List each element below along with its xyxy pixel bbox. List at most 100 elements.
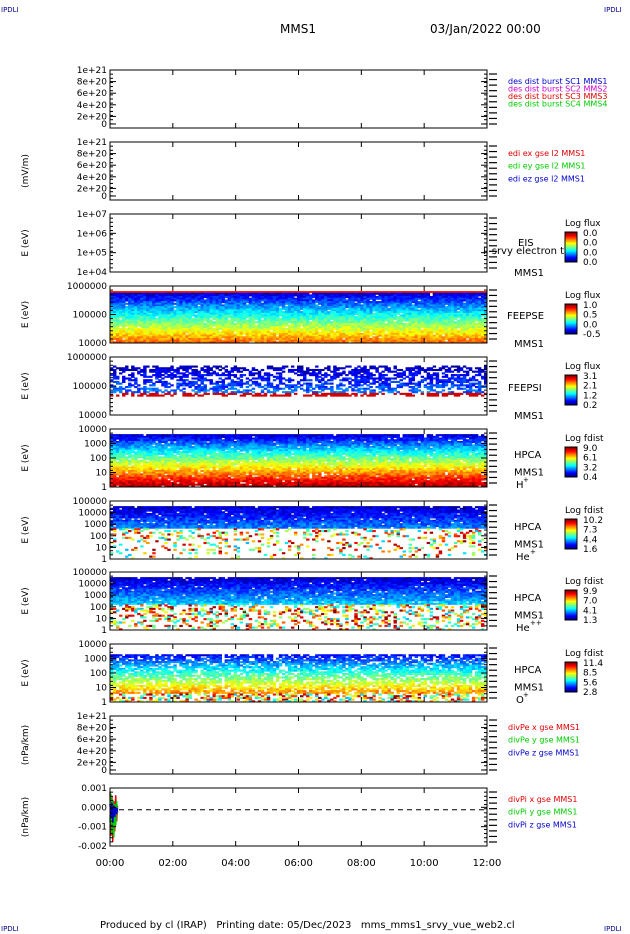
spectrogram-cell [474,341,479,344]
spectrogram-cell [191,299,195,302]
spectrogram-cell [414,294,419,297]
colorbar-segment [565,260,577,262]
spectrogram-cell [194,326,198,329]
spectrogram-cell [399,316,403,319]
spectrogram-cell [450,314,455,317]
spectrogram-cell [134,329,138,332]
spectrogram-cell [158,368,162,372]
spectrogram-cell [336,324,340,327]
spectrogram-cell [149,311,153,314]
spectrogram-cell [269,327,274,330]
spectrogram-cell [266,322,271,325]
spectrogram-cell [477,337,482,341]
spectrogram-cell [321,299,325,302]
spectrogram-cell [152,322,156,325]
spectrogram-cell [206,326,210,329]
spectrogram-cell [333,299,337,302]
spectrogram-cell [113,386,117,389]
spectrogram-cell [155,322,159,325]
spectrogram-cell [146,391,150,394]
spectrogram-cell [224,309,229,312]
spectrogram-cell [315,299,319,302]
spectrogram-cell [363,331,367,334]
spectrogram-cell [396,317,400,320]
spectrogram-cell [357,365,361,368]
spectrogram-cell [360,379,364,382]
spectrogram-cell [345,301,349,304]
spectrogram-cell [122,334,126,337]
spectrogram-cell [140,319,144,322]
spectrogram-cell [176,321,180,324]
spectrogram-cell [348,309,352,312]
spectrogram-cell [242,391,247,394]
spectrogram-cell [366,307,370,310]
spectrogram-cell [188,319,192,322]
spectrogram-cell [390,296,394,299]
spectrogram-cell [303,331,307,334]
spectrogram-cell [387,324,391,327]
spectrogram-cell [333,370,337,373]
spectrogram-cell [119,297,123,300]
spectrogram-cell [444,326,449,329]
spectrogram-cell [179,307,183,310]
spectrogram-cell [203,294,207,297]
spectrogram-cell [251,322,256,325]
spectrogram-cell [438,304,443,307]
spectrogram-cell [119,327,123,330]
spectrogram-cell [315,375,319,378]
spectrogram-cell [236,377,241,380]
spectrogram-cell [176,317,180,320]
spectrogram-cell [348,365,352,368]
spectrogram-cell [414,301,419,304]
spectrogram-cell [309,324,313,327]
spectrogram-cell [423,339,428,342]
spectrogram-cell [441,317,446,320]
spectrogram-cell [336,319,340,322]
spectrogram-cell [191,311,195,314]
spectrogram-cell [414,337,419,341]
spectrogram-cell [444,297,449,300]
spectrogram-cell [429,336,434,339]
spectrogram-cell [303,297,307,300]
spectrogram-cell [251,326,256,329]
spectrogram-cell [360,370,364,373]
spectrogram-cell [399,297,403,300]
spectrogram-cell [360,291,364,294]
spectrogram-cell [194,391,198,394]
spectrogram-cell [203,291,207,294]
spectrogram-cell [188,337,192,341]
spectrogram-cell [275,337,280,341]
spectrogram-cell [453,317,458,320]
spectrogram-cell [143,322,147,325]
spectrogram-cell [369,296,373,299]
spectrogram-cell [354,341,358,344]
spectrogram-cell [399,299,403,302]
spectrogram-cell [330,307,334,310]
spectrogram-cell [188,292,192,295]
spectrogram-cell [218,365,222,368]
spectrogram-cell [191,336,195,339]
spectrogram-cell [435,294,440,297]
spectrogram-cell [191,326,195,329]
spectrogram-cell [224,302,229,305]
spectrogram-cell [303,377,307,380]
spectrogram-cell [146,337,150,341]
colorbar-tick-label: -0.5 [583,330,601,340]
spectrogram-cell [215,307,219,310]
spectrogram-cell [245,392,250,395]
spectrogram-cell [242,331,247,334]
spectrogram-cell [260,307,265,310]
spectrogram-cell [372,377,376,380]
spectrogram-cell [306,332,310,336]
spectrogram-cell [152,374,156,377]
spectrogram-cell [236,391,241,394]
spectrogram-cell [251,332,256,336]
spectrogram-cell [170,377,174,380]
spectrogram-cell [194,331,198,334]
spectrogram-cell [342,332,346,336]
spectrogram-cell [438,292,443,295]
spectrogram-cell [360,319,364,322]
spectrogram-cell [333,302,337,305]
spectrogram-cell [248,317,253,320]
spectrogram-cell [278,311,283,314]
